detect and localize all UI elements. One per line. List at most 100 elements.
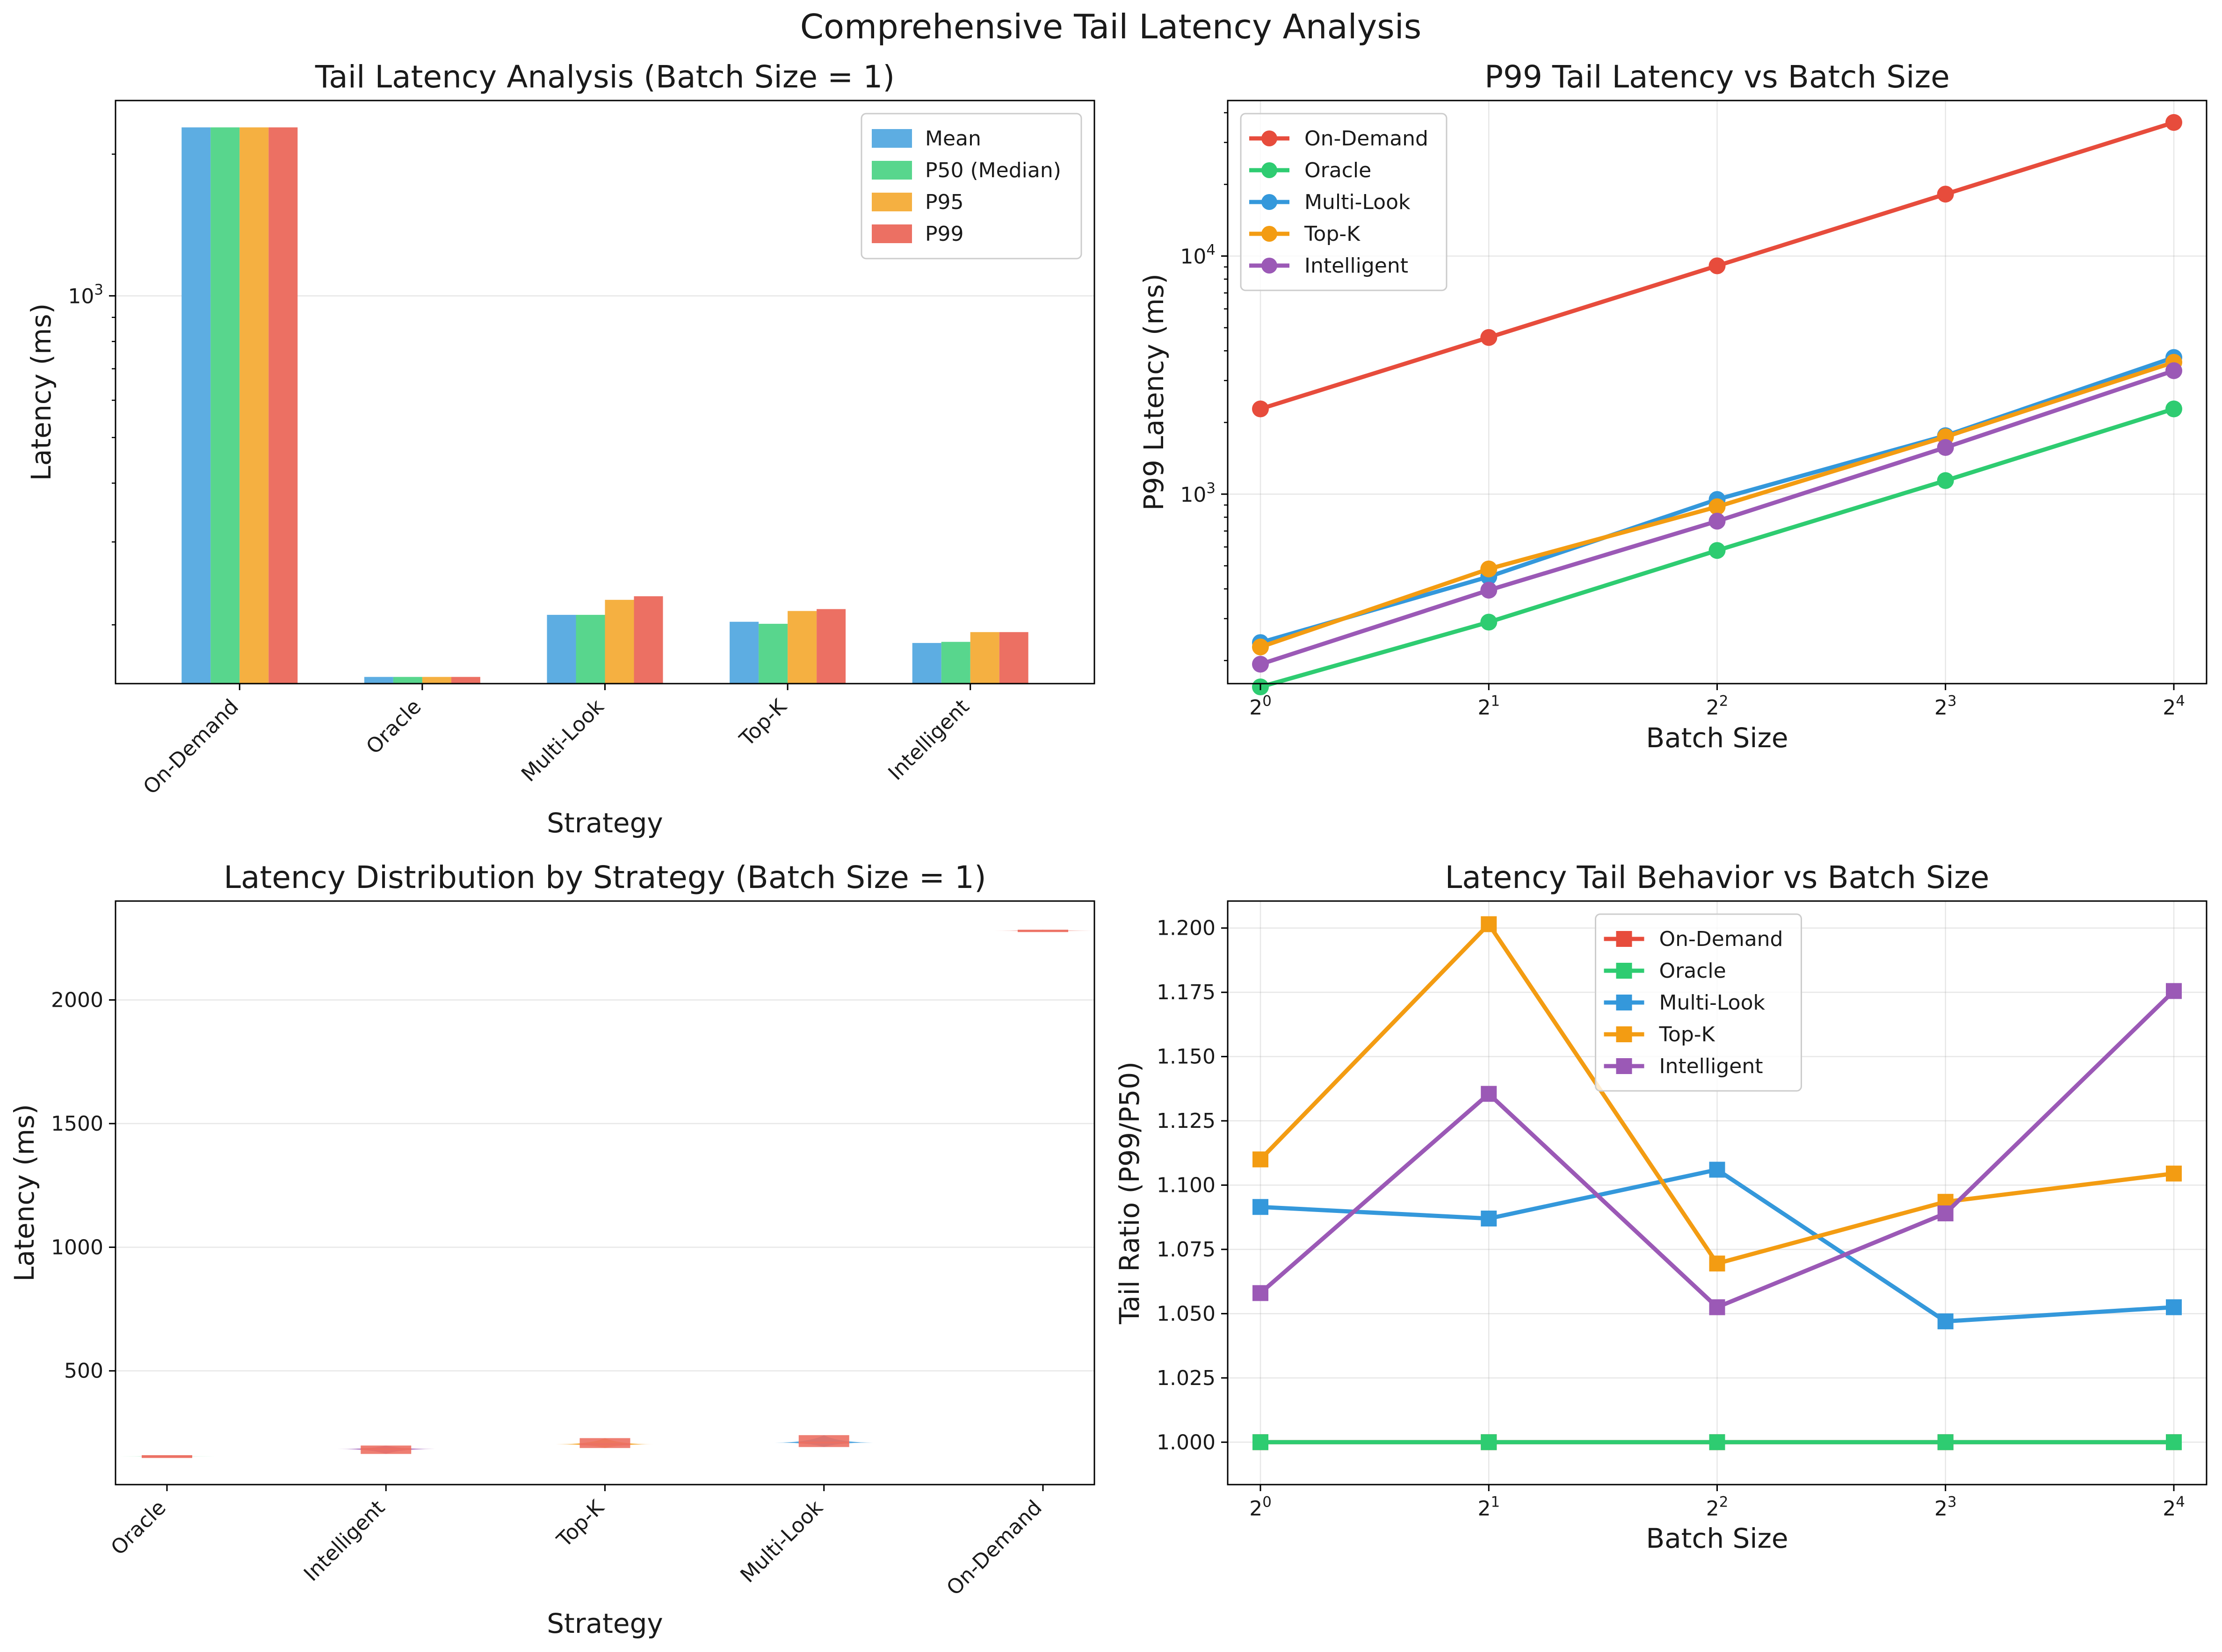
ytick-label-1-175: 1.175 (1157, 981, 1216, 1004)
legend-frame (1595, 913, 1802, 1092)
panel-3-legend: On-Demand Oracle Multi-Look Top-K Intelligen… (1595, 913, 1802, 1092)
bar-p99-multi-look (634, 596, 663, 684)
point-oracle-3 (1937, 472, 1954, 489)
ytick-label-1-025: 1.025 (1157, 1366, 1216, 1390)
panel-3-title: Latency Tail Behavior vs Batch Size (1445, 859, 1990, 895)
point-intelligent-3 (1937, 1205, 1954, 1221)
ytick-label-10-3: 103 (68, 281, 103, 308)
legend-marker-oracle (1616, 963, 1632, 979)
point-top-k-2 (1709, 1255, 1725, 1272)
legend-frame (861, 113, 1082, 260)
point-oracle-4 (2166, 1434, 2182, 1450)
legend-marker-on-demand (1616, 931, 1632, 947)
xtick-label-2-2: 22 (1706, 1494, 1729, 1521)
point-multi-look-1 (1481, 1210, 1497, 1226)
legend-marker-oracle (1261, 162, 1277, 178)
legend-label-top-k: Top-K (1659, 1023, 1715, 1046)
ytick-label-1-200: 1.200 (1157, 916, 1216, 940)
series-oracle (1252, 400, 2182, 696)
series-on-demand (1252, 114, 2182, 418)
ytick-label-10-4: 104 (1180, 242, 1216, 268)
panel-0-xlabel: Strategy (547, 807, 663, 839)
panel-0-bars (181, 127, 1028, 684)
xtick-label-2-3: 23 (1934, 693, 1957, 720)
point-multi-look-3 (1937, 1313, 1954, 1329)
ytick-label-1000: 1000 (51, 1235, 103, 1259)
legend-marker-on-demand (1261, 130, 1277, 146)
ytick: 103 (68, 281, 116, 309)
panel-1-legend: On-Demand Oracle Multi-Look Top-K Intelligen… (1240, 113, 1448, 291)
panel-1-title: P99 Tail Latency vs Batch Size (1484, 59, 1950, 95)
panel-tail-ratio-chart: 1.000 1.025 1.050 1.075 1.100 1.125 1.150 1.175… (1114, 859, 2208, 1554)
point-top-k-2 (1708, 498, 1726, 515)
ytick-label-1500: 1500 (51, 1112, 103, 1136)
xtick-label-2-4: 24 (2163, 1494, 2185, 1521)
panel-3-xlabel: Batch Size (1646, 1522, 1788, 1554)
xtick-label-2-0: 20 (1249, 693, 1272, 720)
point-intelligent-2 (1708, 512, 1726, 530)
ytick-label-1-000: 1.000 (1157, 1430, 1216, 1454)
bar-p95-intelligent (970, 632, 999, 684)
bar-p99-top-k (817, 609, 846, 684)
legend-label-intelligent: Intelligent (1659, 1054, 1763, 1078)
series-top-k (1252, 916, 2182, 1272)
bar-p99-oracle (451, 677, 480, 684)
bar-p50-median-intelligent (941, 642, 970, 684)
legend-swatch-mean (872, 129, 912, 148)
ytick-label-1-100: 1.100 (1157, 1174, 1216, 1198)
panel-0-legend: Mean P50 (Median) P95 P99 (861, 113, 1082, 260)
legend-label-oracle: Oracle (1304, 159, 1371, 182)
point-multi-look-2 (1709, 1161, 1725, 1178)
violin-box-multi-look (798, 1435, 849, 1447)
point-oracle-3 (1937, 1434, 1954, 1450)
panel-3-ylabel: Tail Ratio (P99/P50) (1114, 1061, 1145, 1325)
bar-p95-oracle (422, 677, 451, 684)
legend-label-p50-median: P50 (Median) (925, 159, 1061, 182)
legend-label-multi-look: Multi-Look (1659, 991, 1766, 1015)
legend-label-on-demand: On-Demand (1659, 927, 1783, 951)
point-top-k-4 (2166, 1165, 2182, 1182)
point-oracle-4 (2165, 400, 2182, 418)
point-on-demand-3 (1937, 186, 1954, 203)
legend-marker-intelligent (1261, 258, 1277, 274)
point-oracle-1 (1480, 613, 1498, 631)
legend-swatch-p99 (872, 224, 912, 243)
ytick-label-500: 500 (64, 1359, 103, 1383)
legend-label-p95: P95 (925, 190, 964, 214)
legend-label-mean: Mean (925, 127, 981, 151)
point-intelligent-1 (1481, 1086, 1497, 1102)
legend-label-top-k: Top-K (1304, 222, 1361, 246)
panel-2-grid (116, 999, 1094, 1371)
bar-mean-oracle (364, 677, 393, 684)
ytick-label-10-3: 103 (1180, 480, 1216, 506)
panel-2-ylabel: Latency (ms) (8, 1104, 40, 1282)
xtick-label-2-2: 22 (1706, 693, 1729, 720)
bar-mean-top-k (730, 621, 759, 684)
panel-p99-line-chart: 103 104 20 21 22 23 24 P99 Tail Latency vs Batc… (1138, 59, 2208, 754)
point-oracle-1 (1481, 1434, 1497, 1450)
series-intelligent (1252, 983, 2182, 1315)
point-top-k-0 (1252, 1151, 1268, 1168)
legend-marker-top-k (1261, 226, 1277, 242)
bar-p50-median-on-demand (210, 127, 240, 684)
point-on-demand-4 (2165, 114, 2182, 131)
legend-swatch-p95 (872, 193, 912, 211)
violin-box-top-k (579, 1438, 630, 1448)
panel-0-title: Tail Latency Analysis (Batch Size = 1) (315, 59, 895, 95)
bar-mean-multi-look (547, 614, 576, 684)
point-intelligent-4 (2166, 983, 2182, 999)
panel-2-violins (118, 930, 1092, 1458)
panel-2-xlabel: Strategy (547, 1608, 663, 1639)
panel-1-ylabel: P99 Latency (ms) (1138, 274, 1170, 511)
bar-p50-median-multi-look (576, 614, 605, 684)
bar-p99-on-demand (268, 127, 298, 684)
ytick-label-1-050: 1.050 (1157, 1302, 1216, 1326)
xtick-label-2-1: 21 (1477, 693, 1500, 720)
point-intelligent-3 (1937, 439, 1954, 456)
point-intelligent-4 (2165, 362, 2182, 379)
point-multi-look-0 (1252, 1199, 1268, 1215)
point-intelligent-2 (1709, 1299, 1725, 1315)
bar-p50-median-top-k (759, 624, 788, 684)
bar-p99-intelligent (999, 632, 1028, 684)
